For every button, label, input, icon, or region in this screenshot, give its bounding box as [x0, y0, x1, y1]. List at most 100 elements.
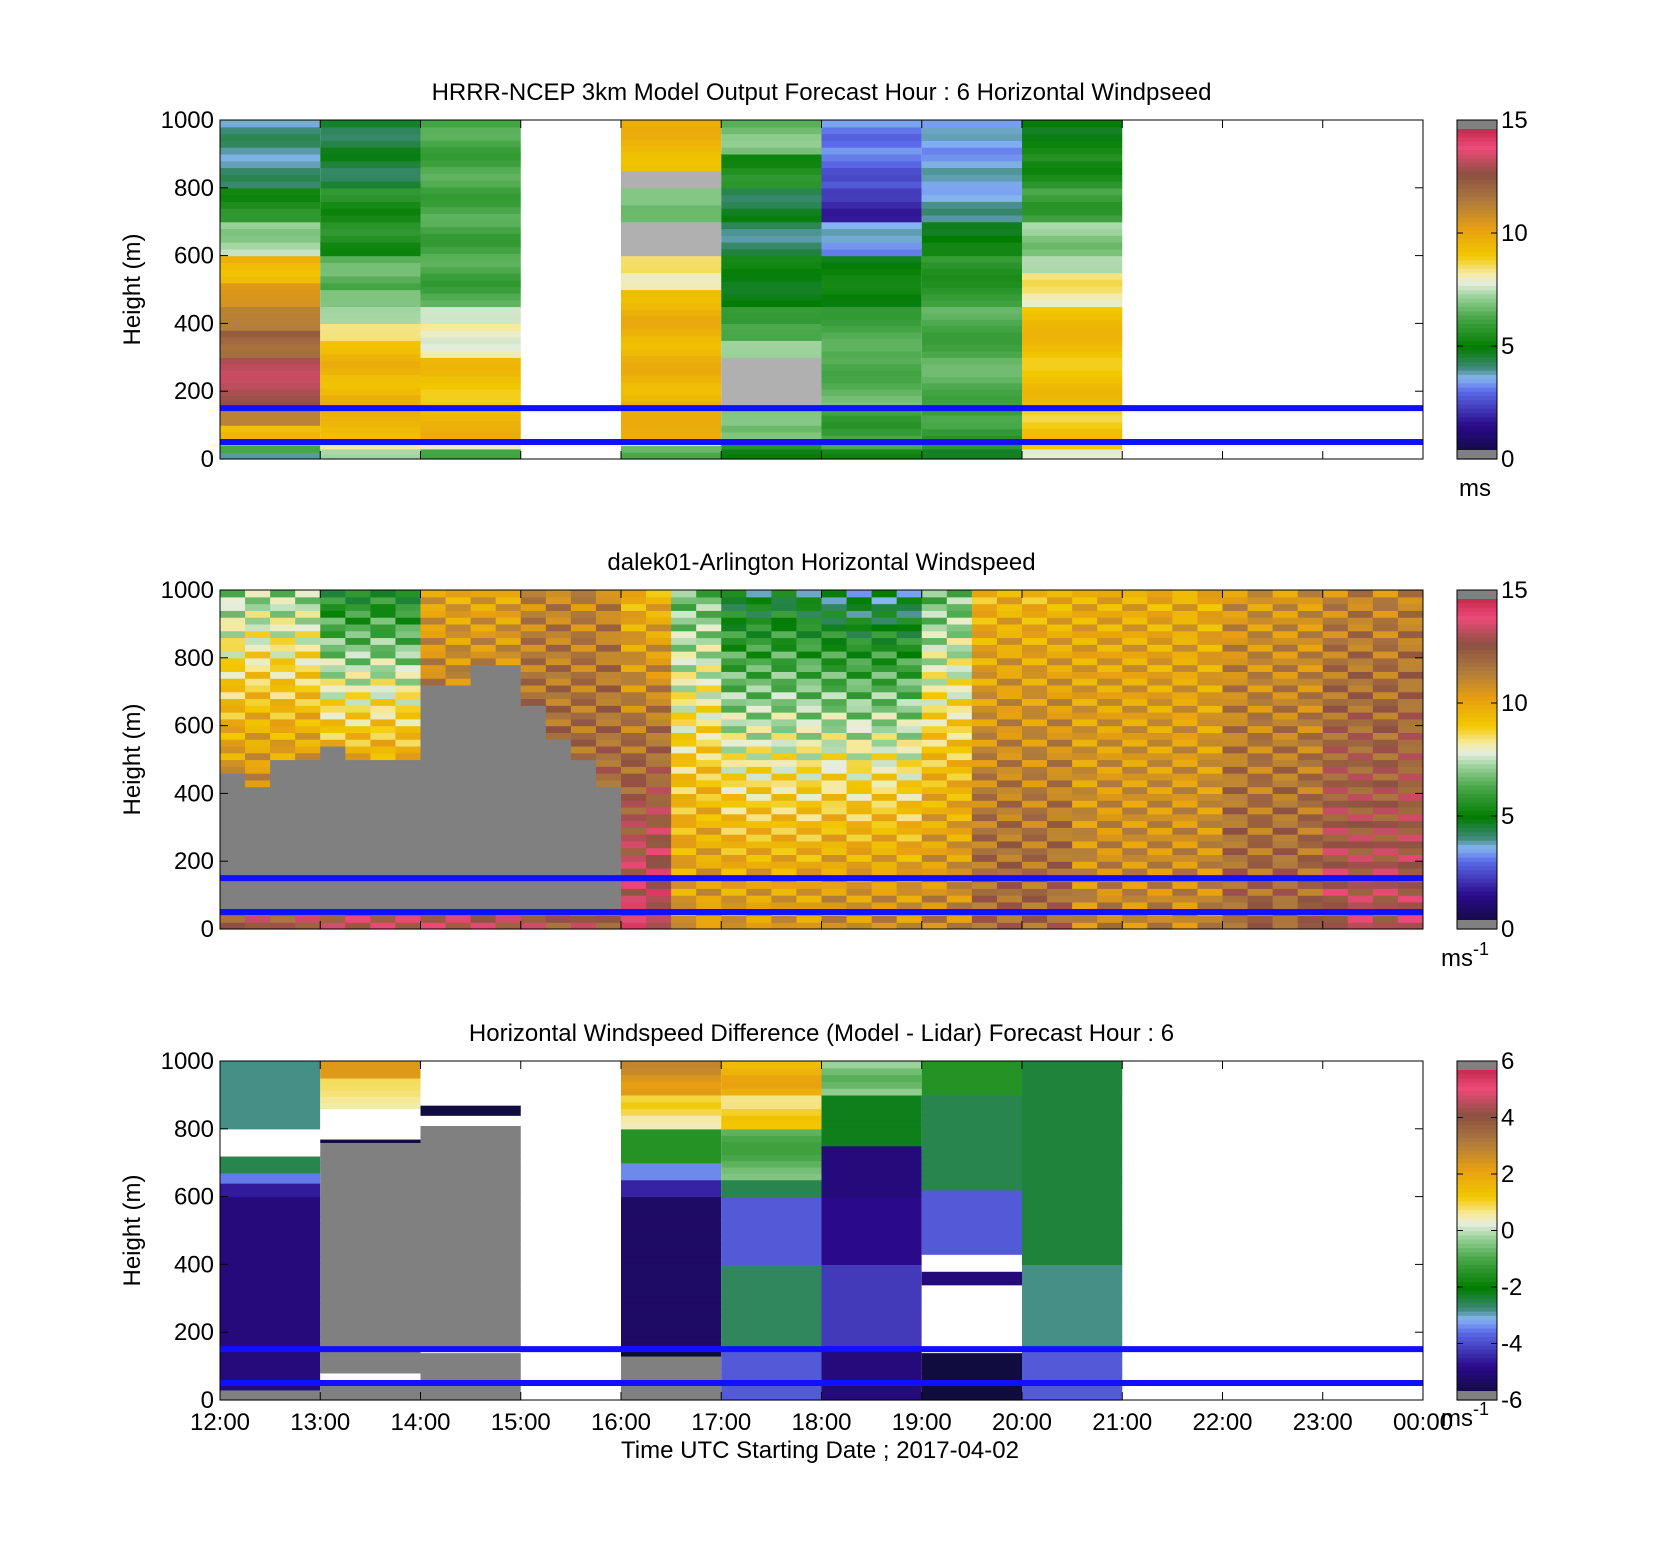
heatmap-cell: [420, 153, 521, 161]
colorbar-segment: [1457, 1251, 1497, 1257]
colorbar-segment: [1457, 912, 1497, 917]
heatmap-cell: [1347, 895, 1374, 903]
heatmap-cell: [1397, 779, 1424, 788]
colorbar-segment: [1457, 289, 1497, 295]
heatmap-cell: [621, 834, 647, 842]
heatmap-cell: [320, 820, 346, 828]
heatmap-cell: [220, 413, 321, 421]
heatmap-cell: [946, 786, 973, 794]
heatmap-cell: [420, 432, 521, 440]
heatmap-cell: [1122, 596, 1148, 605]
heatmap-cell: [395, 712, 421, 720]
heatmap-cell: [420, 752, 447, 761]
heatmap-cell: [921, 208, 1022, 216]
heatmap-cell: [721, 867, 747, 876]
heatmap-cell: [220, 1329, 321, 1338]
heatmap-cell: [696, 888, 722, 896]
heatmap-cell: [495, 834, 522, 842]
heatmap-cell: [646, 745, 672, 754]
colorbar-segment: [1457, 823, 1497, 828]
heatmap-cell: [771, 610, 797, 618]
heatmap-cell: [921, 306, 1022, 314]
heatmap-cell: [1197, 617, 1223, 625]
heatmap-cell: [295, 888, 321, 896]
heatmap-cell: [996, 739, 1023, 747]
heatmap-cell: [971, 881, 998, 889]
heatmap-cell: [320, 806, 346, 815]
colorbar-segment: [1457, 1086, 1497, 1092]
heatmap-cell: [621, 1067, 722, 1076]
heatmap-cell: [796, 705, 822, 713]
heatmap-cell: [420, 159, 521, 168]
heatmap-cell: [1022, 1310, 1123, 1318]
heatmap-cell: [1247, 698, 1274, 706]
heatmap-cell: [420, 603, 447, 611]
heatmap-cell: [846, 827, 873, 835]
heatmap-cell: [896, 684, 923, 693]
heatmap-cell: [295, 820, 321, 828]
heatmap-cell: [946, 657, 973, 666]
heatmap-cell: [1222, 630, 1249, 639]
heatmap-cell: [1172, 847, 1198, 856]
colorbar-segment: [1457, 1145, 1497, 1151]
heatmap-cell: [220, 644, 246, 652]
heatmap-cell: [245, 725, 271, 733]
heatmap-cell: [1222, 813, 1249, 822]
heatmap-cell: [1272, 725, 1299, 733]
heatmap-cell: [595, 786, 622, 794]
heatmap-cell: [1247, 745, 1274, 754]
heatmap-cell: [696, 854, 722, 862]
heatmap-cell: [1022, 1128, 1123, 1137]
heatmap-cell: [721, 413, 822, 421]
colorbar-segment: [1457, 657, 1497, 663]
heatmap-cell: [320, 1237, 421, 1245]
heatmap-cell: [746, 813, 772, 822]
heatmap-cell: [320, 174, 421, 182]
heatmap-cell: [570, 854, 597, 862]
colorbar-segment: [1457, 1222, 1497, 1227]
heatmap-cell: [570, 691, 597, 700]
heatmap-cell: [821, 208, 922, 216]
colorbar-segment: [1457, 1090, 1497, 1096]
heatmap-cell: [420, 813, 447, 822]
heatmap-cell: [1247, 671, 1274, 679]
heatmap-cell: [595, 779, 622, 788]
heatmap-cell: [896, 800, 923, 808]
heatmap-cell: [320, 306, 421, 313]
heatmap-cell: [996, 922, 1023, 930]
y-tick-label: 0: [201, 916, 214, 943]
heatmap-cell: [1122, 678, 1148, 686]
heatmap-cell: [621, 272, 722, 279]
heatmap-cell: [1097, 684, 1123, 693]
heatmap-cell: [896, 596, 923, 605]
heatmap-cell: [1222, 644, 1249, 652]
heatmap-cell: [320, 705, 346, 713]
heatmap-cell: [921, 1094, 1022, 1103]
heatmap-cell: [295, 684, 321, 693]
heatmap-cell: [395, 684, 421, 693]
heatmap-cell: [971, 725, 998, 733]
heatmap-cell: [621, 1149, 722, 1157]
heatmap-cell: [996, 766, 1023, 774]
heatmap-cell: [746, 854, 772, 862]
heatmap-cell: [646, 691, 672, 700]
heatmap-cell: [1022, 1169, 1123, 1177]
heatmap-cell: [420, 382, 521, 390]
heatmap-cell: [445, 895, 472, 903]
heatmap-cell: [1172, 718, 1198, 727]
heatmap-cell: [320, 133, 421, 141]
heatmap-cell: [796, 657, 822, 666]
heatmap-cell: [420, 1301, 521, 1310]
heatmap-cell: [1022, 1203, 1123, 1211]
heatmap-cell: [545, 603, 572, 611]
heatmap-cell: [320, 1257, 421, 1265]
heatmap-cell: [570, 881, 597, 889]
heatmap-cell: [420, 698, 447, 706]
heatmap-cell: [621, 315, 722, 324]
heatmap-cell: [1147, 630, 1173, 639]
heatmap-cell: [1022, 725, 1048, 733]
heatmap-cell: [621, 1115, 722, 1123]
heatmap-cell: [1347, 596, 1374, 605]
heatmap-cell: [295, 596, 321, 605]
heatmap-cell: [445, 861, 472, 869]
